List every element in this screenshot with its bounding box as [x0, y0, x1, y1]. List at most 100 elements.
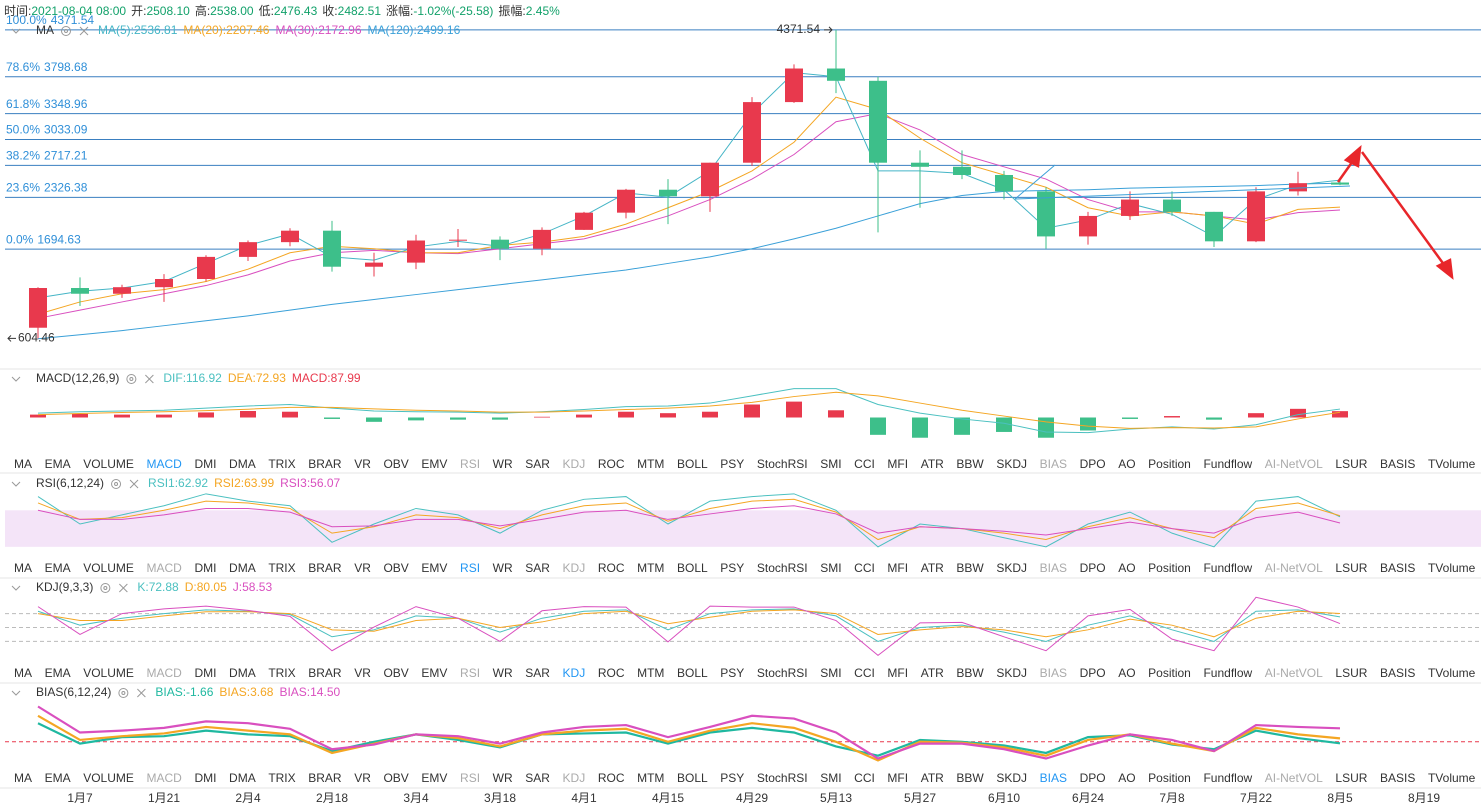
- indicator-tab[interactable]: SMI: [820, 771, 841, 785]
- indicator-tab[interactable]: DPO: [1080, 457, 1106, 471]
- indicator-tab[interactable]: DMA: [229, 561, 256, 575]
- indicator-tab[interactable]: PSY: [720, 771, 744, 785]
- indicator-tab[interactable]: BRAR: [308, 666, 342, 680]
- indicator-tab[interactable]: WR: [493, 561, 513, 575]
- indicator-tab[interactable]: AI-NetVOL: [1265, 457, 1323, 471]
- indicator-tab[interactable]: BOLL: [677, 666, 708, 680]
- indicator-tab[interactable]: BIAS: [1040, 561, 1067, 575]
- indicator-tab[interactable]: DMA: [229, 457, 256, 471]
- indicator-tab[interactable]: LSUR: [1335, 666, 1367, 680]
- indicator-tab[interactable]: CCI: [854, 457, 875, 471]
- indicator-tab[interactable]: MFI: [887, 771, 908, 785]
- indicator-tab[interactable]: OBV: [383, 561, 408, 575]
- indicator-tab[interactable]: AI-NetVOL: [1265, 561, 1323, 575]
- indicator-tab[interactable]: MTM: [637, 771, 664, 785]
- indicator-tab[interactable]: LSUR: [1335, 771, 1367, 785]
- indicator-tab[interactable]: VOLUME: [83, 666, 134, 680]
- indicator-tab[interactable]: LSUR: [1335, 561, 1367, 575]
- indicator-tab[interactable]: Fundflow: [1203, 457, 1252, 471]
- indicator-tab[interactable]: BOLL: [677, 561, 708, 575]
- indicator-tab[interactable]: ROC: [598, 666, 625, 680]
- indicator-tab[interactable]: StochRSI: [757, 666, 808, 680]
- indicator-tab[interactable]: VR: [354, 771, 371, 785]
- indicator-tab[interactable]: BBW: [956, 666, 984, 680]
- indicator-tab[interactable]: ROC: [598, 457, 625, 471]
- indicator-tab[interactable]: TRIX: [268, 666, 295, 680]
- indicator-tab[interactable]: EMA: [45, 771, 71, 785]
- indicator-tab[interactable]: MA: [14, 561, 32, 575]
- indicator-tab[interactable]: TRIX: [268, 771, 295, 785]
- indicator-tab[interactable]: BRAR: [308, 771, 342, 785]
- indicator-tab[interactable]: SMI: [820, 666, 841, 680]
- indicator-tab[interactable]: SAR: [525, 666, 550, 680]
- indicator-tab[interactable]: MACD: [147, 771, 183, 785]
- indicator-tab[interactable]: MACD: [147, 457, 183, 471]
- indicator-tab[interactable]: WR: [493, 666, 513, 680]
- indicator-tab[interactable]: RSI: [460, 771, 480, 785]
- indicator-tab[interactable]: BBW: [956, 457, 984, 471]
- indicator-tab[interactable]: BRAR: [308, 457, 342, 471]
- indicator-tab[interactable]: DMA: [229, 771, 256, 785]
- indicator-tab[interactable]: ATR: [921, 771, 944, 785]
- indicator-tab[interactable]: SAR: [525, 561, 550, 575]
- indicator-tab[interactable]: Fundflow: [1203, 561, 1252, 575]
- indicator-tab[interactable]: MFI: [887, 561, 908, 575]
- indicator-tab[interactable]: BASIS: [1380, 771, 1415, 785]
- indicator-tab[interactable]: DMA: [229, 666, 256, 680]
- indicator-tab[interactable]: TRIX: [268, 457, 295, 471]
- indicator-tab[interactable]: MA: [14, 666, 32, 680]
- indicator-tab[interactable]: SAR: [525, 457, 550, 471]
- indicator-tab[interactable]: EMA: [45, 666, 71, 680]
- indicator-tab[interactable]: DMI: [194, 561, 216, 575]
- indicator-tab[interactable]: RSI: [460, 561, 480, 575]
- indicator-tab[interactable]: VOLUME: [83, 561, 134, 575]
- indicator-tab[interactable]: BBW: [956, 771, 984, 785]
- indicator-tab[interactable]: BRAR: [308, 561, 342, 575]
- indicator-tab[interactable]: AI-NetVOL: [1265, 771, 1323, 785]
- indicator-tab[interactable]: EMV: [421, 561, 447, 575]
- indicator-tab[interactable]: BBW: [956, 561, 984, 575]
- indicator-tab[interactable]: VR: [354, 561, 371, 575]
- indicator-tab[interactable]: MFI: [887, 666, 908, 680]
- indicator-tab[interactable]: SMI: [820, 457, 841, 471]
- indicator-tab[interactable]: PSY: [720, 457, 744, 471]
- indicator-tab[interactable]: MA: [14, 771, 32, 785]
- indicator-tab[interactable]: EMV: [421, 771, 447, 785]
- indicator-tab[interactable]: RSI: [460, 666, 480, 680]
- indicator-tab[interactable]: BASIS: [1380, 666, 1415, 680]
- indicator-tab[interactable]: PSY: [720, 666, 744, 680]
- indicator-tab[interactable]: ATR: [921, 561, 944, 575]
- indicator-tab[interactable]: StochRSI: [757, 457, 808, 471]
- indicator-tab[interactable]: Fundflow: [1203, 666, 1252, 680]
- indicator-tab[interactable]: DPO: [1080, 771, 1106, 785]
- indicator-tab[interactable]: VOLUME: [83, 771, 134, 785]
- indicator-tab[interactable]: AI-NetVOL: [1265, 666, 1323, 680]
- indicator-tab[interactable]: KDJ: [563, 457, 586, 471]
- indicator-tab[interactable]: SKDJ: [996, 457, 1027, 471]
- indicator-tab[interactable]: Position: [1148, 561, 1191, 575]
- indicator-tab[interactable]: MTM: [637, 666, 664, 680]
- indicator-tab[interactable]: TVolume: [1428, 666, 1476, 680]
- indicator-tab[interactable]: SMI: [820, 561, 841, 575]
- indicator-tab[interactable]: Position: [1148, 457, 1191, 471]
- indicator-tab[interactable]: VR: [354, 457, 371, 471]
- indicator-tab[interactable]: RSI: [460, 457, 480, 471]
- indicator-tab[interactable]: MACD: [147, 561, 183, 575]
- indicator-tab[interactable]: TVolume: [1428, 561, 1476, 575]
- indicator-tab[interactable]: EMV: [421, 457, 447, 471]
- indicator-tab[interactable]: MA: [14, 457, 32, 471]
- indicator-tab[interactable]: TRIX: [268, 561, 295, 575]
- indicator-tab[interactable]: ATR: [921, 666, 944, 680]
- indicator-tab[interactable]: CCI: [854, 666, 875, 680]
- indicator-tab[interactable]: CCI: [854, 561, 875, 575]
- indicator-tab[interactable]: BASIS: [1380, 561, 1415, 575]
- indicator-tab[interactable]: TVolume: [1428, 457, 1476, 471]
- indicator-tab[interactable]: DMI: [194, 666, 216, 680]
- indicator-tab[interactable]: StochRSI: [757, 771, 808, 785]
- indicator-tab[interactable]: SAR: [525, 771, 550, 785]
- indicator-tab[interactable]: DPO: [1080, 561, 1106, 575]
- indicator-tab[interactable]: SKDJ: [996, 666, 1027, 680]
- indicator-tab[interactable]: LSUR: [1335, 457, 1367, 471]
- indicator-tab[interactable]: AO: [1118, 457, 1135, 471]
- indicator-tab[interactable]: SKDJ: [996, 561, 1027, 575]
